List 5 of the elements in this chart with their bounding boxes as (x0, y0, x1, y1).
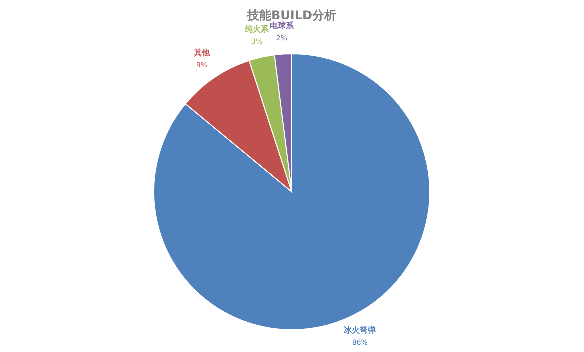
chart-title: 技能BUILD分析 (246, 8, 336, 22)
slice-label: 电球系 (270, 21, 295, 30)
slice-label: 纯火系 (244, 24, 270, 34)
slice-label: 冰火弩弹 (344, 326, 376, 335)
slice-label: 其他 (193, 48, 212, 58)
